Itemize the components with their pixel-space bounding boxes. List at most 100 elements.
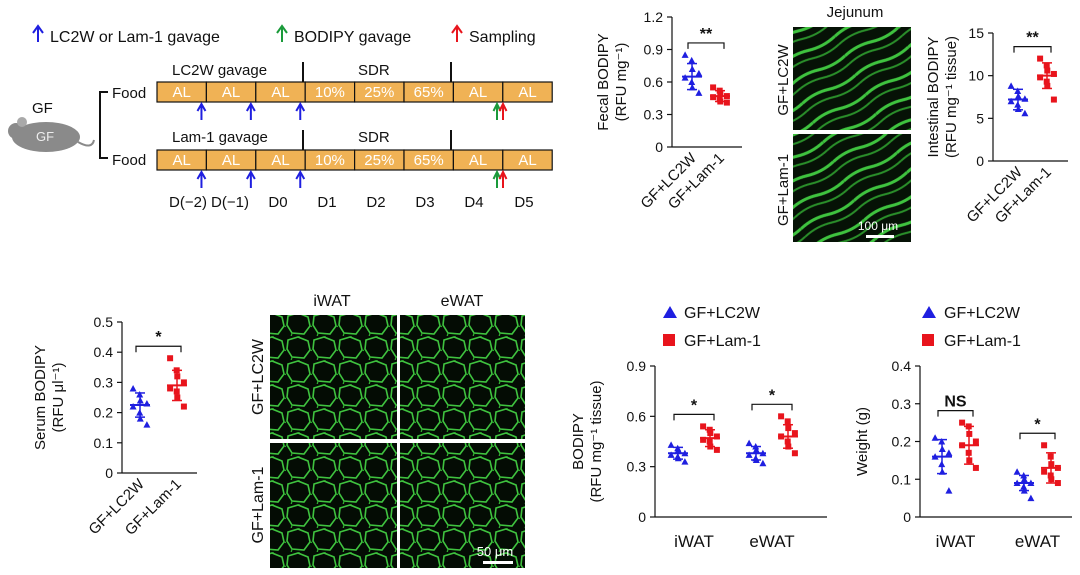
jejunum-title: Jejunum	[827, 4, 884, 21]
data-point	[1054, 480, 1061, 487]
jejunum-scale-label: 100 μm	[858, 219, 898, 233]
y-tick-label: 0.6	[627, 408, 647, 424]
significance-bracket	[135, 345, 182, 353]
y-tick-label: 0.9	[627, 358, 647, 374]
arrow-up-icon	[295, 169, 306, 188]
significance-bracket	[751, 403, 793, 411]
legend-gavage: LC2W or Lam-1 gavage	[32, 24, 220, 46]
data-point	[959, 419, 966, 426]
data-point	[713, 433, 720, 440]
data-point	[710, 84, 717, 91]
arrow-up-icon	[451, 24, 463, 42]
data-point	[129, 384, 137, 392]
triangle-marker-icon	[663, 306, 677, 318]
row1-sdr: SDR	[358, 62, 390, 79]
day-label: D(−1)	[211, 194, 249, 211]
y-tick-label: 0.3	[892, 396, 912, 412]
data-point	[180, 403, 187, 410]
wat-row-label: GF+LC2W	[250, 338, 267, 415]
data-point	[667, 451, 675, 458]
arrow-head	[498, 101, 508, 112]
data-point	[723, 99, 730, 106]
x-tick-label: iWAT	[936, 532, 976, 551]
day-label: D4	[464, 194, 483, 211]
schematic: LC2W or Lam-1 gavage BODIPY gavage Sampl…	[8, 24, 553, 211]
arrow-head	[196, 101, 207, 112]
legend-label: BODIPY gavage	[294, 29, 411, 46]
day-label: D0	[268, 194, 287, 211]
scale-bar	[866, 235, 894, 238]
wat-scale-label: 50 μm	[477, 544, 513, 559]
data-point	[1013, 468, 1021, 475]
arrow-head	[245, 169, 256, 180]
y-tick-label: 0.4	[94, 344, 114, 360]
timeline-segment-label: 10%	[315, 84, 345, 101]
data-point	[1007, 97, 1015, 105]
data-point	[972, 464, 979, 471]
data-point	[710, 94, 717, 101]
data-point	[667, 441, 675, 448]
timeline-segment-label: AL	[173, 152, 191, 169]
data-point	[784, 418, 791, 425]
significance-label: **	[1026, 30, 1039, 47]
arrow-up-icon	[492, 101, 502, 120]
data-point	[1021, 95, 1029, 102]
y-tick-label: 0	[903, 509, 911, 525]
data-point	[695, 69, 703, 77]
legend-bodipy-chart: GF+LC2W GF+Lam-1	[663, 305, 761, 350]
data-point	[1050, 96, 1057, 103]
arrow-up-icon	[196, 101, 207, 120]
timeline-segment-label: AL	[173, 84, 191, 101]
y-tick-label: 1.2	[644, 9, 664, 25]
data-point	[681, 458, 689, 465]
scale-bar	[483, 561, 513, 564]
data-point	[1021, 109, 1029, 117]
ewat-lc2w-image	[400, 315, 525, 439]
data-point	[1041, 468, 1048, 475]
y-axis-unit: (RFU mg⁻¹ tissue)	[943, 36, 960, 158]
arrow-head	[492, 169, 502, 180]
y-tick-label: 0.2	[94, 405, 114, 421]
data-point	[143, 421, 151, 428]
gf-label: GF	[32, 100, 53, 117]
y-axis-label: Serum BODIPY	[32, 345, 49, 450]
data-point	[791, 430, 798, 437]
y-tick-label: 0.9	[644, 42, 664, 58]
timeline-segment-label: 25%	[364, 152, 394, 169]
data-point	[136, 415, 144, 422]
data-point	[167, 385, 174, 392]
timeline-segment-label: 65%	[414, 84, 444, 101]
x-tick-label: eWAT	[1015, 532, 1060, 551]
arrow-up-icon	[245, 101, 256, 120]
data-point	[713, 446, 720, 453]
x-tick-label: iWAT	[674, 532, 714, 551]
significance-bracket	[937, 410, 974, 417]
data-point	[180, 379, 187, 386]
arrow-up-icon	[245, 169, 256, 188]
y-axis-unit: (RFU mg⁻¹)	[613, 43, 630, 122]
data-point	[778, 413, 785, 420]
bracket	[99, 91, 108, 159]
y-axis-unit: (RFU mg⁻¹ tissue)	[588, 380, 605, 502]
y-axis-label: Fecal BODIPY	[595, 33, 612, 131]
legend-label: GF+Lam-1	[684, 333, 761, 350]
data-point	[129, 403, 137, 410]
timeline-segment-label: 10%	[315, 152, 345, 169]
jejunum-lc2w-image	[793, 27, 911, 130]
jejunum-panel: Jejunum GF+LC2W GF+Lam-1 100 μm	[775, 4, 911, 242]
significance-bracket	[1013, 46, 1052, 53]
legend-label: GF+LC2W	[944, 305, 1021, 322]
data-point	[1037, 55, 1044, 62]
data-point	[167, 355, 174, 362]
arrow-up-icon	[295, 101, 306, 120]
arrow-head	[196, 169, 207, 180]
data-point	[945, 487, 953, 494]
triangle-marker-icon	[922, 306, 936, 318]
significance-bracket	[673, 413, 715, 421]
data-point	[759, 459, 767, 467]
significance-label: *	[769, 387, 776, 404]
legend-weight-chart: GF+LC2W GF+Lam-1	[922, 305, 1021, 350]
y-tick-label: 10	[968, 68, 984, 84]
